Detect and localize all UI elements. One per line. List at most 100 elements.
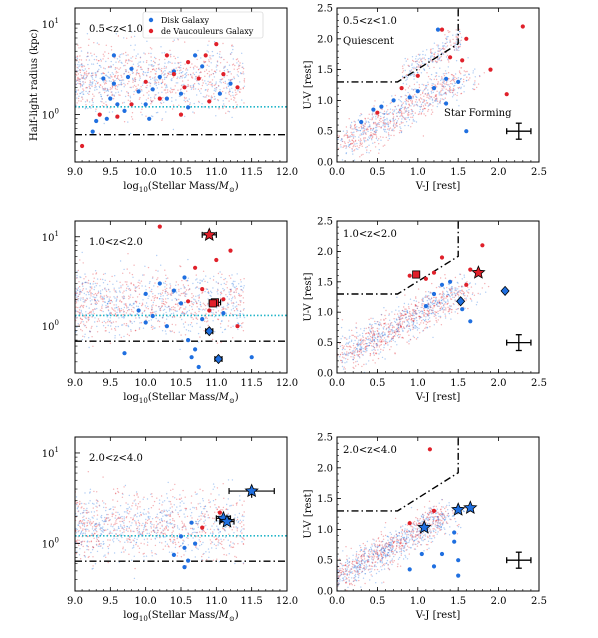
legend-label: de Vaucouleurs Galaxy [161,27,254,36]
panel-mass-size-2: 9.0 9.5 10.0 10.5 11.0 11.5 12.0100101log10(St… [42,220,298,405]
background-point [141,285,143,287]
background-point [434,60,437,62]
background-point [380,117,382,120]
background-point [80,66,83,68]
background-point [355,128,357,131]
background-point [172,312,175,314]
background-point [422,57,424,59]
background-point [396,125,398,127]
background-point [134,78,137,81]
x-tick-label: 0.0 [329,167,345,178]
background-point [204,280,206,283]
background-point [164,89,167,91]
devauc-galaxy-point [228,248,233,253]
background-point [179,307,181,309]
background-point [433,302,435,305]
background-point [165,290,167,292]
background-point [218,56,221,58]
background-point [382,340,384,342]
background-point [102,53,105,55]
background-point [92,63,95,65]
background-point [426,94,428,97]
background-point [404,106,406,108]
background-point [412,120,414,122]
background-point [199,301,202,303]
background-point [435,75,438,77]
background-point [229,312,232,314]
background-point [404,89,407,91]
background-point [353,144,355,146]
background-point [204,75,206,78]
background-point [405,313,407,315]
background-point [418,309,420,312]
background-point [78,78,80,81]
background-point [179,316,181,318]
background-point [412,317,414,320]
background-point [459,71,461,74]
background-point [347,346,349,348]
background-point [163,65,166,68]
background-point [127,94,130,97]
background-point [357,350,359,352]
background-point [434,100,436,102]
background-point [78,61,80,63]
background-point [224,328,226,331]
background-point [99,527,102,529]
background-point [156,296,158,299]
background-point [111,275,113,278]
background-point [75,292,77,295]
background-point [395,318,397,320]
background-point [415,317,417,319]
background-point [438,315,440,318]
background-point [404,313,406,316]
background-point [369,134,371,137]
background-point [225,283,227,286]
background-point [401,71,404,74]
background-point [103,72,106,75]
background-point [439,293,442,295]
background-point [370,340,373,343]
background-point [212,309,215,311]
background-point [342,140,344,143]
background-point [123,303,125,305]
background-point [384,130,386,133]
background-point [163,74,165,76]
background-point [87,73,89,75]
background-point [428,305,430,307]
background-point [147,305,149,308]
background-point [123,121,126,123]
background-point [424,103,426,105]
background-point [105,306,108,308]
background-point [423,107,426,110]
background-point [460,87,462,90]
background-point [241,289,244,291]
background-point [385,112,388,114]
background-point [239,81,241,83]
background-point [400,114,402,117]
background-point [141,312,143,315]
background-point [105,101,107,103]
background-point [372,340,374,342]
background-point [165,92,167,94]
background-point [384,314,386,317]
background-point [92,280,95,283]
background-point [370,330,372,333]
background-point [407,330,409,332]
background-point [361,354,363,356]
background-point [427,81,429,84]
background-point [338,135,340,137]
background-point [231,298,233,300]
background-point [239,313,241,315]
background-point [119,56,121,58]
background-point [92,345,94,347]
background-point [401,115,403,117]
y-tick-label: 1.5 [317,65,333,76]
background-point [413,66,415,69]
background-point [144,71,146,74]
background-point [380,324,382,327]
background-point [446,303,448,305]
background-point [431,301,433,303]
background-point [445,307,447,309]
background-point [141,108,143,111]
